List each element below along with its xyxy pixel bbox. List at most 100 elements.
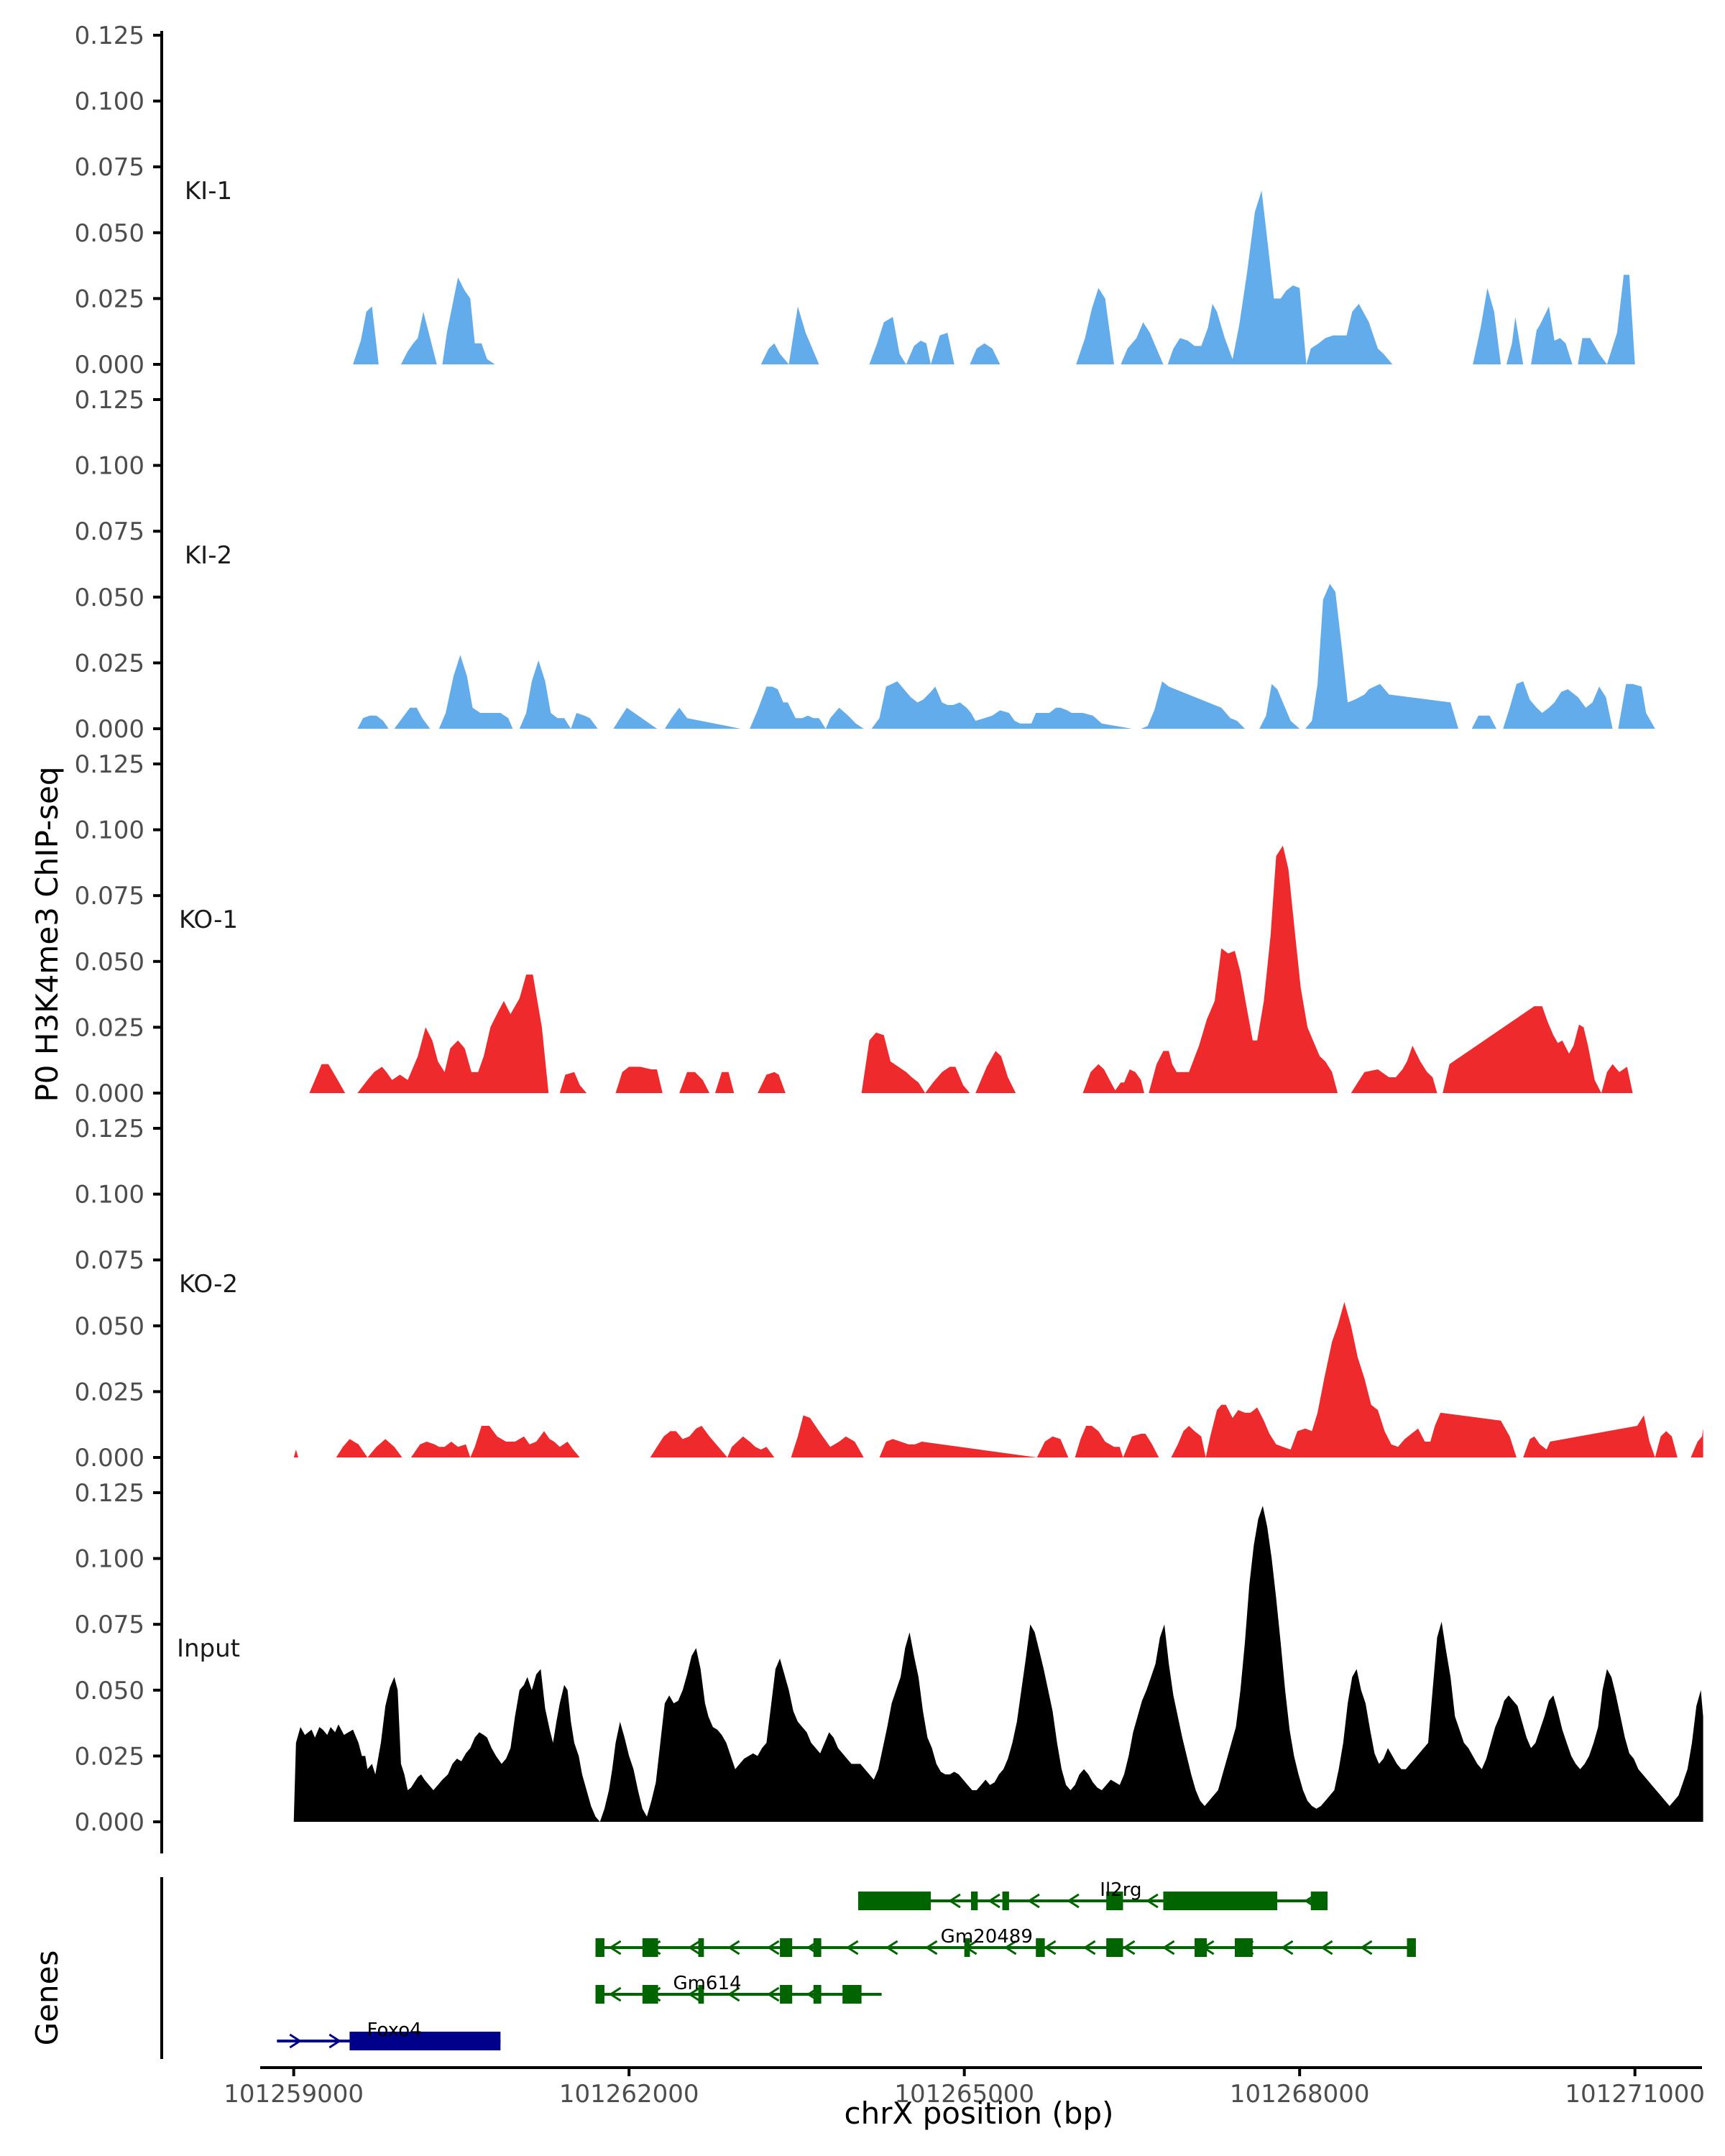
y-tick-label: 0.075 (75, 1611, 144, 1639)
strand-arrow (885, 1940, 898, 1955)
strand-arrow (727, 1940, 740, 1955)
y-tick-label: 0.100 (75, 452, 144, 481)
strand-arrow (1162, 1940, 1175, 1955)
track-ki-2: 0.000 0.025 0.050 0.075 0.100 0.125 KI-2 (75, 386, 1655, 760)
y-tick-label: 0.125 (75, 750, 144, 779)
strand-arrow (289, 2033, 303, 2049)
track-input: 0.000 0.025 0.050 0.075 0.100 0.125 Input (75, 1479, 1703, 1853)
y-tick-label: 0.025 (75, 649, 144, 678)
x-axis: 101259000 101262000 101265000 101268000 1012… (224, 2066, 1705, 2109)
gene-exon (698, 1938, 704, 1957)
gene-exon (1002, 1892, 1009, 1910)
strand-arrow (687, 1986, 701, 2002)
x-axis-title: chrX position (bp) (845, 2096, 1114, 2131)
y-tick-label: 0.075 (75, 1246, 144, 1275)
y-tick-label: 0.050 (75, 219, 144, 248)
x-tick-label: 101265000 (894, 2080, 1034, 2109)
gene-exon (813, 1985, 822, 2004)
gene-exon (1163, 1892, 1278, 1910)
gene-exon (780, 1985, 793, 2004)
y-tick-label: 0.025 (75, 285, 144, 313)
strand-arrow (924, 1940, 938, 1955)
y-axis-title: P0 H3K4me3 ChIP-seq (29, 766, 65, 1102)
gene-gm20489: Gm20489 (595, 1926, 1416, 1957)
gene-exon (780, 1938, 793, 1957)
strand-arrow (766, 1940, 780, 1955)
signal-area-ko-1 (309, 845, 1633, 1093)
strand-arrow (1027, 1893, 1040, 1909)
y-tick-label: 0.100 (75, 816, 144, 845)
gene-exon (642, 1938, 658, 1957)
y-tick-label: 0.000 (75, 1808, 144, 1837)
strand-arrow (1122, 1940, 1136, 1955)
gene-exon (595, 1938, 604, 1957)
signal-area-ko-2 (293, 1302, 1703, 1457)
strand-arrow (727, 1986, 740, 2002)
track-label: KO-1 (179, 906, 238, 934)
strand-arrow (1003, 1940, 1017, 1955)
strand-arrow (687, 1940, 701, 1955)
gene-label: Il2rg (1100, 1879, 1141, 1901)
y-tick-label: 0.100 (75, 1545, 144, 1574)
y-tick-label: 0.075 (75, 153, 144, 182)
track-label: KI-2 (185, 541, 232, 570)
y-tick-label: 0.050 (75, 1312, 144, 1341)
track-ko-2: 0.000 0.025 0.050 0.075 0.100 0.125 KO-2 (75, 1115, 1703, 1489)
gene-exon (971, 1892, 978, 1910)
gene-exon (349, 2032, 501, 2050)
y-tick-label: 0.025 (75, 1742, 144, 1771)
signal-area-ki-2 (357, 584, 1655, 729)
y-tick-label: 0.000 (75, 715, 144, 744)
track-label: KI-1 (185, 177, 232, 206)
y-tick-label: 0.050 (75, 948, 144, 977)
gene-track: Il2rg Gm20489 Gm614 Foxo4 (160, 1877, 1416, 2059)
gene-exon (595, 1985, 604, 2004)
strand-arrow (1359, 1940, 1373, 1955)
strand-arrow (988, 1893, 1000, 1909)
gene-gm614: Gm614 (595, 1973, 882, 2004)
y-tick-label: 0.100 (75, 88, 144, 116)
gene-exon (642, 1985, 658, 2004)
y-tick-label: 0.000 (75, 1444, 144, 1473)
gene-exon (964, 1938, 970, 1957)
gene-exon (1106, 1938, 1123, 1957)
signal-area-ki-1 (353, 190, 1635, 364)
x-tick-label: 101268000 (1230, 2080, 1370, 2109)
track-ki-1: 0.000 0.025 0.050 0.075 0.100 0.125 KI-1 (75, 22, 1635, 396)
gene-exon (813, 1938, 822, 1957)
strand-arrow (766, 1986, 780, 2002)
gene-exon (1036, 1938, 1045, 1957)
y-tick-label: 0.050 (75, 584, 144, 612)
gene-foxo4: Foxo4 (277, 2019, 501, 2050)
strand-arrow (608, 1940, 622, 1955)
x-tick-label: 101262000 (559, 2080, 699, 2109)
y-tick-label: 0.075 (75, 882, 144, 911)
y-tick-label: 0.075 (75, 517, 144, 546)
strand-arrow (1043, 1940, 1057, 1955)
track-ko-1: 0.000 0.025 0.050 0.075 0.100 0.125 KO-1 (75, 750, 1633, 1125)
strand-arrow (328, 2033, 342, 2049)
gene-exon (1310, 1892, 1328, 1910)
strand-arrow (608, 1986, 622, 2002)
y-tick-label: 0.125 (75, 1115, 144, 1143)
gene-exon (1195, 1938, 1208, 1957)
gene-exon (857, 1892, 932, 1910)
strand-arrow (845, 1940, 859, 1955)
y-tick-label: 0.000 (75, 1079, 144, 1108)
track-label: KO-2 (179, 1270, 238, 1299)
y-tick-label: 0.125 (75, 1479, 144, 1508)
strand-arrow (1320, 1940, 1333, 1955)
genes-axis-title: Genes (29, 1950, 65, 2046)
strand-arrow (1280, 1940, 1294, 1955)
gene-label: Gm20489 (941, 1926, 1033, 1948)
y-tick-label: 0.000 (75, 351, 144, 379)
x-tick-label: 101259000 (224, 2080, 364, 2109)
y-tick-label: 0.025 (75, 1378, 144, 1406)
gene-exon (1106, 1892, 1123, 1910)
y-tick-label: 0.025 (75, 1013, 144, 1042)
gene-label: Gm614 (673, 1973, 741, 1994)
y-tick-label: 0.050 (75, 1677, 144, 1705)
track-label: Input (177, 1634, 240, 1663)
signal-area-input (293, 1506, 1703, 1822)
